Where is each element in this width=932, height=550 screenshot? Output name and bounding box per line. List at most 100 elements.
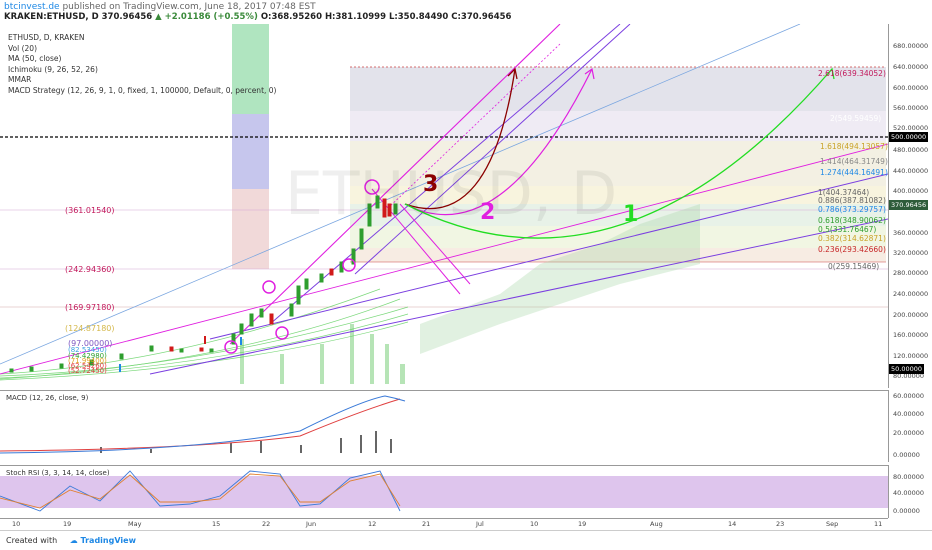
svg-text:(52.72450): (52.72450) [68,367,107,375]
author-link[interactable]: btcinvest.de [4,2,60,12]
highlight-red [232,189,269,269]
svg-text:0.5(331.76467): 0.5(331.76467) [818,225,876,234]
svg-text:(74.42980): (74.42980) [68,352,107,360]
time-tick: 21 [422,520,431,528]
legend-item-ichimoku[interactable]: Ichimoku (9, 26, 52, 26) [8,64,98,74]
created-with-text: Created with [6,536,58,545]
blue-trendline [0,23,801,365]
magenta-down-1 [371,188,461,295]
scenario-3-label: 3 [423,172,438,197]
svg-text:0.886(387.81082): 0.886(387.81082) [818,196,886,205]
time-tick: 12 [368,520,377,528]
stoch-rsi-label: Stoch RSI (3, 3, 14, 14, close) [6,469,110,477]
macd-tick: 40.00000 [893,410,925,418]
time-tick: 19 [63,520,72,528]
candlesticks [9,195,398,373]
svg-text:(97.00000): (97.00000) [68,339,112,348]
rsi-tick: 80.00000 [893,473,925,481]
price-tick: 600.00000 [893,84,929,92]
price-chart[interactable]: ETHUSD, D (361.01540) (242.94360) (169.9… [0,23,889,388]
svg-text:(361.01540): (361.01540) [65,206,115,215]
time-tick: Jul [476,520,484,528]
price-tick: 560.00000 [893,104,929,112]
time-tick: Jun [306,520,317,528]
time-tick: May [128,520,142,528]
time-tick: 11 [874,520,883,528]
stoch-rsi-axis[interactable]: 80.00000 40.00000 0.00000 [888,465,932,518]
rsi-band [0,476,888,508]
macd-panel[interactable]: MACD (12, 26, close, 9) [0,390,888,462]
price-tick: 640.00000 [893,63,929,71]
symbol-line: KRAKEN:ETHUSD, D 370.96456 ▲ +2.01186 (+… [4,12,928,22]
stoch-d-line [0,473,401,509]
legend-item-vol[interactable]: Vol (20) [8,43,38,53]
time-tick: 22 [262,520,271,528]
last-price: 370.96456 [101,12,153,22]
fib-zone-2 [350,111,886,141]
legend-item-symbol[interactable]: ETHUSD, D, KRAKEN [8,33,85,42]
svg-text:1(404.37464): 1(404.37464) [818,188,869,197]
svg-text:1.618(494.13057): 1.618(494.13057) [820,142,888,151]
ohlc-values: O:368.95260 H:381.10999 L:350.84490 C:37… [260,12,512,22]
price-tick: 520.00000 [893,124,929,132]
legend-item-mmar[interactable]: MMAR [8,75,32,84]
violet-channel-mid [269,23,621,325]
indicator-legend[interactable]: ETHUSD, D, KRAKEN Vol (20) MA (50, close… [8,33,276,96]
violet-lower-line [149,218,889,375]
svg-text:(71.99400): (71.99400) [68,357,107,365]
scenario-2-arrow [584,67,595,80]
price-tick: 240.00000 [893,290,929,298]
pivot-circles [224,179,380,354]
scenario-3-arrow [507,67,518,80]
price-tick: 680.00000 [893,42,929,50]
time-tick: 15 [212,520,221,528]
legend-item-ma[interactable]: MA (50, close) [8,54,62,63]
magenta-dotted [384,43,561,212]
tradingview-logo[interactable]: ☁ TradingView [69,536,136,545]
stoch-rsi-chart [0,470,888,512]
macd-chart [0,395,406,454]
fib-zone-1 [350,67,886,111]
symbol: KRAKEN:ETHUSD, D [4,12,99,22]
small-level-labels: (82.53450) (74.42980) (71.99400) (62.542… [68,346,107,375]
price-tick: 480.00000 [893,146,929,154]
price-tick: 360.00000 [893,229,929,237]
macd-axis[interactable]: 60.00000 40.00000 20.00000 0.00000 [888,390,932,462]
time-tick: 10 [530,520,539,528]
macd-tick: 60.00000 [893,392,925,400]
svg-text:1.414(464.31749): 1.414(464.31749) [820,157,888,166]
fib-zone-4 [350,186,886,204]
volume-bars [240,324,405,384]
violet-channel-fast [354,23,631,275]
footer: Created with ☁ TradingView [0,530,932,550]
svg-text:0.236(293.42660): 0.236(293.42660) [818,245,886,254]
chart-header: btcinvest.de published on TradingView.co… [0,0,932,22]
macd-tick: 20.00000 [893,429,925,437]
symbol-watermark: ETHUSD, D [285,159,617,229]
macd-label: MACD (12, 26, close, 9) [6,394,89,402]
fib-zone-7 [350,248,886,262]
left-level-labels: (361.01540) (242.94360) (169.97180) (124… [65,206,115,348]
ichimoku-cloud [420,204,700,354]
time-tick: Aug [650,520,663,528]
price-axis[interactable]: 680.00000 640.00000 600.00000 560.00000 … [888,24,932,388]
price-panel[interactable]: ETHUSD, D (361.01540) (242.94360) (169.9… [0,23,889,388]
time-axis[interactable]: 10 19 May 15 22 Jun 12 21 Jul 10 19 Aug … [0,518,888,528]
svg-text:(242.94360): (242.94360) [65,265,115,274]
violet-support-line [209,173,889,340]
scenario-3-arc [404,68,516,210]
time-tick: 19 [578,520,587,528]
time-tick: Sep [826,520,839,528]
price-tick: 400.00000 [893,187,929,195]
stoch-rsi-panel[interactable]: Stoch RSI (3, 3, 14, 14, close) [0,465,888,518]
publish-info: published on TradingView.com, June 18, 2… [62,2,316,12]
tradingview-brand: TradingView [80,536,136,545]
svg-text:(124.87180): (124.87180) [65,324,115,333]
time-tick: 14 [728,520,737,528]
legend-item-macd-strategy[interactable]: MACD Strategy (12, 26, 9, 1, 0, fixed, 1… [8,85,277,95]
rsi-tick: 40.00000 [893,489,925,497]
price-tick: 160.00000 [893,331,929,339]
scenario-1-arrow [825,67,835,80]
svg-text:0.618(348.90062): 0.618(348.90062) [818,216,886,225]
svg-text:(169.97180): (169.97180) [65,303,115,312]
